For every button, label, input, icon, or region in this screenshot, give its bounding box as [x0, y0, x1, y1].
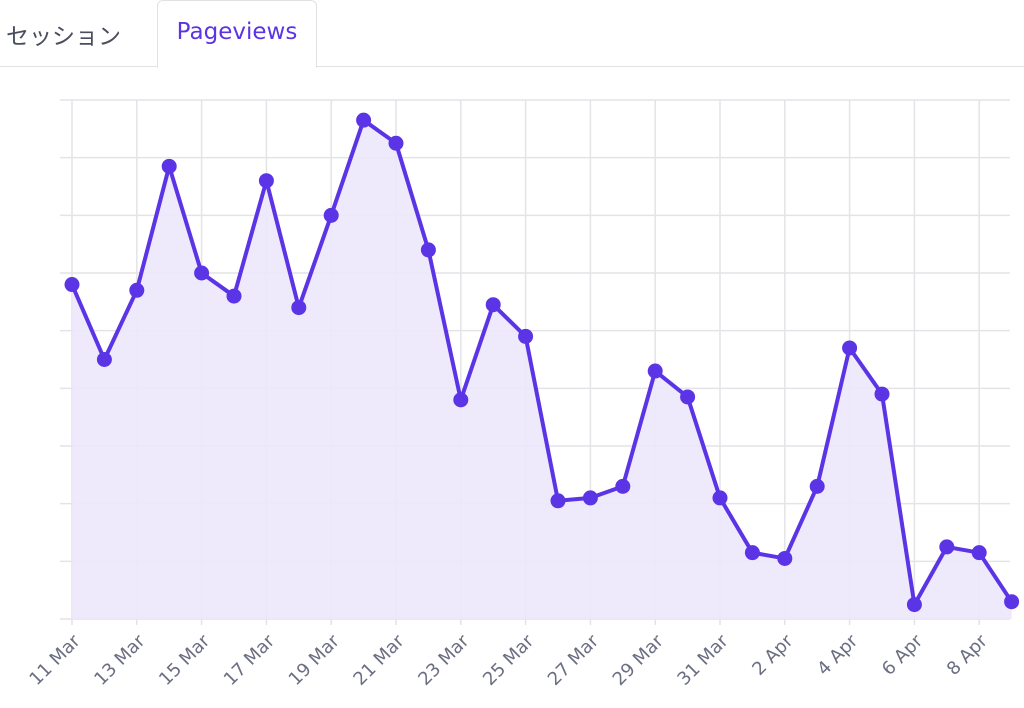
- data-point: [874, 386, 890, 402]
- x-tick-label: 21 Mar: [349, 630, 409, 690]
- data-point: [161, 158, 177, 174]
- data-point: [518, 328, 534, 344]
- x-axis-labels: 11 Mar 13 Mar 15 Mar 17 Mar 19 Mar 21 Mar 23 M…: [25, 630, 992, 690]
- x-tick-label: 11 Mar: [25, 630, 85, 690]
- data-point: [712, 490, 728, 506]
- data-point: [939, 539, 955, 555]
- data-point: [64, 277, 80, 293]
- data-point: [777, 550, 793, 566]
- data-point: [485, 297, 501, 313]
- data-point: [842, 340, 858, 356]
- x-tick-label: 17 Mar: [220, 630, 280, 690]
- x-tick-label: 25 Mar: [479, 630, 539, 690]
- x-tick-label: 27 Mar: [544, 630, 604, 690]
- chart-area-layer: [72, 120, 1012, 619]
- data-point: [194, 265, 210, 281]
- chart-points-layer: [64, 112, 1020, 613]
- data-point: [96, 352, 112, 367]
- x-tick-label: 13 Mar: [90, 630, 150, 690]
- x-tick-label: 23 Mar: [414, 630, 474, 690]
- data-point: [291, 300, 307, 316]
- x-tick-label: 2 Apr: [748, 630, 797, 679]
- data-point: [258, 173, 274, 189]
- tab-sessions[interactable]: セッション: [6, 23, 121, 50]
- x-tick-label: 31 Mar: [673, 630, 733, 690]
- data-point: [323, 207, 339, 223]
- x-tick-label: 4 Apr: [813, 630, 862, 679]
- data-point: [680, 389, 696, 405]
- data-point: [388, 135, 404, 151]
- tab-bar: セッション Pageviews: [0, 0, 1024, 68]
- data-point: [582, 490, 598, 506]
- chart-container: 11 Mar 13 Mar 15 Mar 17 Mar 19 Mar 21 Mar 23 M…: [0, 67, 1024, 704]
- data-point: [906, 597, 922, 613]
- data-point: [550, 493, 566, 509]
- data-point: [615, 478, 631, 494]
- data-point: [356, 112, 372, 128]
- data-point: [420, 242, 436, 258]
- data-point: [453, 392, 469, 408]
- data-point: [226, 288, 242, 304]
- pageviews-chart: 11 Mar 13 Mar 15 Mar 17 Mar 19 Mar 21 Mar 23 M…: [25, 99, 1020, 690]
- x-tick-label: 29 Mar: [609, 630, 669, 690]
- x-tick-label: 15 Mar: [155, 630, 215, 690]
- data-point: [809, 478, 825, 494]
- data-point: [971, 545, 987, 561]
- data-point: [129, 282, 145, 298]
- data-point: [647, 363, 663, 379]
- data-point: [1004, 594, 1020, 610]
- x-tick-label: 19 Mar: [285, 630, 345, 690]
- x-tick-label: 8 Apr: [943, 630, 992, 679]
- series-area: [72, 120, 1012, 619]
- data-point: [744, 545, 760, 561]
- tab-pageviews[interactable]: Pageviews: [157, 0, 317, 68]
- x-tick-label: 6 Apr: [878, 630, 927, 679]
